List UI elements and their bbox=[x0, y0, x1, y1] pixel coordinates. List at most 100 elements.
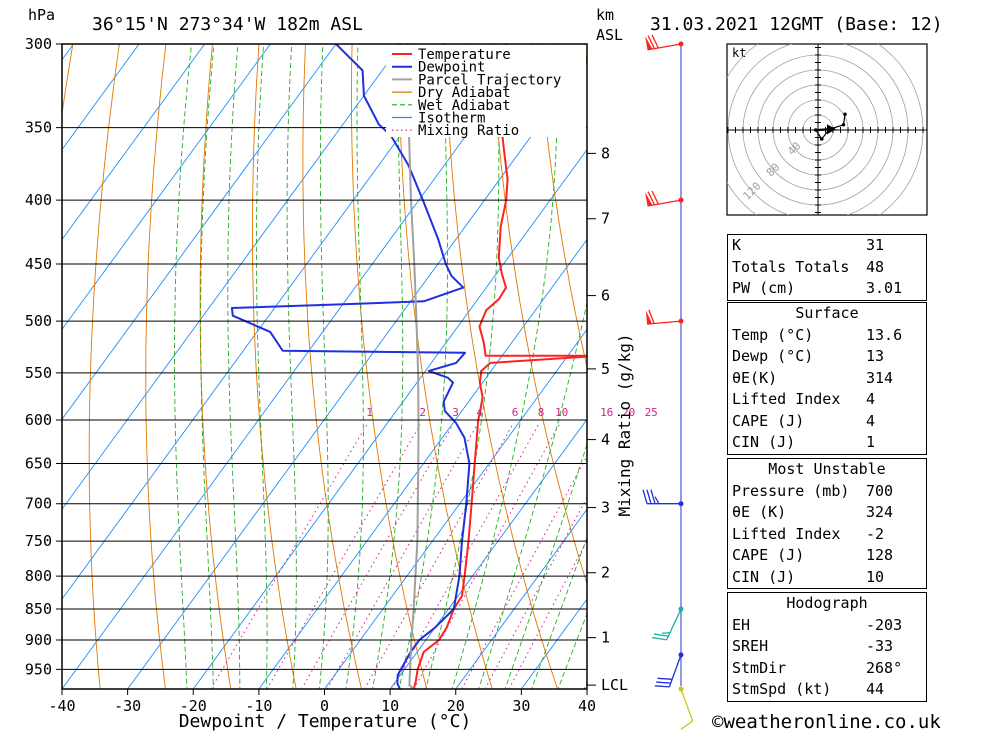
wet-adiabat-line bbox=[201, 26, 216, 692]
wind-barb-staff bbox=[667, 609, 681, 640]
x-tick-label: 30 bbox=[512, 697, 530, 715]
surface-cape-row: CAPE (J) 4 bbox=[728, 411, 926, 433]
label: Totals Totals bbox=[732, 257, 849, 279]
hodograph-point bbox=[814, 128, 818, 132]
hodograph-units: kt bbox=[732, 46, 746, 60]
most-unstable-table: Most Unstable Pressure (mb)700 θE (K)324… bbox=[727, 458, 927, 589]
wind-barb-feather bbox=[643, 490, 647, 504]
label: CIN (J) bbox=[732, 432, 795, 454]
isotherm-line bbox=[325, 44, 796, 689]
mixing-ratio-label: 25 bbox=[645, 406, 658, 419]
km-tick-label: 6 bbox=[601, 287, 610, 305]
totals-totals-row: Totals Totals 48 bbox=[728, 257, 926, 279]
pressure-tick-label: 600 bbox=[25, 411, 52, 429]
value: 31 bbox=[866, 235, 922, 257]
mixing-ratio-line bbox=[414, 425, 559, 689]
copyright-text: ©weatheronline.co.uk bbox=[712, 711, 941, 733]
pressure-tick-label: 650 bbox=[25, 454, 52, 472]
wind-barb-feather bbox=[655, 686, 670, 687]
x-axis-title: Dewpoint / Temperature (°C) bbox=[179, 711, 472, 732]
pressure-tick-label: 350 bbox=[25, 119, 52, 137]
surface-dewp-row: Dewp (°C) 13 bbox=[728, 346, 926, 368]
sreh-row: SREH-33 bbox=[728, 636, 926, 658]
mu-li-row: Lifted Index-2 bbox=[728, 524, 926, 546]
mixing-ratio-line bbox=[392, 425, 539, 689]
pressure-tick-label: 950 bbox=[25, 660, 52, 678]
pressure-tick-label: 750 bbox=[25, 532, 52, 550]
wind-barb-staff bbox=[647, 321, 681, 324]
mixing-ratio-label: 8 bbox=[538, 406, 545, 419]
value: 48 bbox=[866, 257, 922, 279]
hodograph-stats-title: Hodograph bbox=[728, 593, 926, 615]
value: 13.6 bbox=[866, 325, 922, 347]
label: SREH bbox=[732, 636, 768, 658]
datetime-title: 31.03.2021 12GMT (Base: 12) bbox=[650, 14, 943, 35]
mu-cin-row: CIN (J)10 bbox=[728, 567, 926, 589]
value: 44 bbox=[866, 679, 922, 701]
isotherm-line bbox=[193, 44, 664, 689]
wind-barb-staff bbox=[669, 655, 681, 687]
wet-adiabat-line bbox=[175, 26, 194, 692]
km-tick-label: 3 bbox=[601, 499, 610, 517]
mixing-ratio-label: 16 bbox=[600, 406, 613, 419]
surface-title: Surface bbox=[728, 303, 926, 325]
label: Pressure (mb) bbox=[732, 481, 849, 503]
value: 324 bbox=[866, 502, 922, 524]
wet-adiabat-line bbox=[319, 26, 328, 692]
isotherm-line bbox=[259, 44, 730, 689]
hodograph-point bbox=[820, 137, 824, 141]
value: 4 bbox=[866, 411, 922, 433]
value: -2 bbox=[866, 524, 922, 546]
label: EH bbox=[732, 615, 750, 637]
km-tick-label: 2 bbox=[601, 564, 610, 582]
label: CAPE (J) bbox=[732, 411, 804, 433]
label: Dewp (°C) bbox=[732, 346, 813, 368]
value: -203 bbox=[866, 615, 922, 637]
value: 4 bbox=[866, 389, 922, 411]
plot-profiles bbox=[232, 44, 601, 689]
pressure-tick-label: 850 bbox=[25, 600, 52, 618]
mu-pressure-row: Pressure (mb) 700 bbox=[728, 481, 926, 503]
wet-adiabat-line bbox=[256, 26, 267, 692]
label: StmSpd (kt) bbox=[732, 679, 831, 701]
value: 268° bbox=[866, 658, 922, 680]
height-units-label: km bbox=[596, 6, 614, 24]
mixing-ratio-label: 3 bbox=[452, 406, 459, 419]
label: CIN (J) bbox=[732, 567, 795, 589]
label: Temp (°C) bbox=[732, 325, 813, 347]
km-tick-label: 1 bbox=[601, 629, 610, 647]
wind-barb-feather bbox=[652, 638, 666, 640]
pressure-tick-label: 550 bbox=[25, 364, 52, 382]
value: 1 bbox=[866, 432, 922, 454]
wind-barb-staff bbox=[681, 689, 693, 721]
wind-barb-feather bbox=[656, 682, 671, 683]
value: 314 bbox=[866, 368, 922, 390]
mixing-ratio-line bbox=[302, 425, 453, 689]
pressure-units-label: hPa bbox=[28, 6, 55, 24]
isotherm-line bbox=[0, 44, 467, 689]
mixing-ratio-line bbox=[485, 425, 626, 689]
dry-adiabat-line bbox=[146, 35, 167, 689]
value: 700 bbox=[866, 481, 922, 503]
km-tick-label: 7 bbox=[601, 210, 610, 228]
mixing-ratio-label: 1 bbox=[366, 406, 373, 419]
value: 13 bbox=[866, 346, 922, 368]
mixing-ratio-label: 4 bbox=[476, 406, 483, 419]
parcel-trajectory-profile bbox=[408, 44, 418, 689]
pressure-tick-label: 800 bbox=[25, 567, 52, 585]
wind-barb-feather bbox=[681, 721, 693, 730]
surface-temp-row: Temp (°C) 13.6 bbox=[728, 325, 926, 347]
mixing-ratio-axis-title: Mixing Ratio (g/kg) bbox=[615, 333, 634, 516]
stmspd-row: StmSpd (kt) 44 bbox=[728, 679, 926, 701]
isotherm-line bbox=[0, 44, 8, 689]
label: Lifted Index bbox=[732, 389, 840, 411]
value: 128 bbox=[866, 545, 922, 567]
pressure-tick-label: 450 bbox=[25, 255, 52, 273]
hodograph-point bbox=[843, 112, 847, 116]
wind-barb-feather bbox=[662, 633, 670, 634]
surface-thetae-row: θE(K)314 bbox=[728, 368, 926, 390]
